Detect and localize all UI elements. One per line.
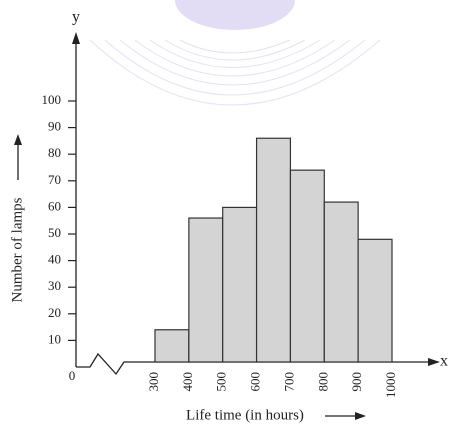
- y-arrow: [72, 32, 80, 44]
- x-arrow: [428, 358, 440, 366]
- bar: [257, 138, 291, 362]
- y-tick-label: 80: [48, 145, 61, 160]
- x-tick-label: 400: [180, 372, 195, 392]
- y-title: Number of lamps: [9, 197, 25, 302]
- y-axis-letter: y: [72, 9, 80, 26]
- chart: y x 0 Life time (in hours) Number of lam…: [0, 0, 452, 426]
- y-title-arrowhead: [14, 134, 22, 145]
- y-tick-label: 20: [48, 305, 61, 320]
- y-tick-label: 70: [48, 172, 61, 187]
- watermark: [90, 0, 380, 105]
- x-tick-label: 500: [214, 372, 229, 392]
- x-title-arrowhead: [355, 412, 366, 420]
- x-tick-label: 600: [248, 372, 263, 392]
- y-tick-label: 10: [48, 331, 61, 346]
- x-tick-label: 900: [349, 372, 364, 392]
- x-title: Life time (in hours): [186, 407, 304, 423]
- y-tick-label: 30: [48, 278, 61, 293]
- bar: [189, 218, 223, 362]
- bar: [290, 170, 324, 362]
- y-tick-label: 90: [48, 119, 61, 134]
- bar: [358, 239, 392, 362]
- bar: [223, 207, 257, 362]
- y-tick-label: 60: [48, 198, 61, 213]
- x-axis-letter: x: [440, 353, 448, 370]
- x-tick-label: 800: [315, 372, 330, 392]
- x-tick-label: 1000: [383, 372, 398, 398]
- y-tick-label: 50: [48, 225, 61, 240]
- origin-label: 0: [69, 368, 76, 383]
- y-tick-label: 40: [48, 252, 61, 267]
- bar: [324, 202, 358, 362]
- y-tick-label: 100: [42, 92, 62, 107]
- page: {"chart_data": {"type": "histogram", "x_…: [0, 0, 452, 426]
- x-tick-label: 700: [281, 372, 296, 392]
- bar: [155, 330, 189, 362]
- x-tick-label: 300: [146, 372, 161, 392]
